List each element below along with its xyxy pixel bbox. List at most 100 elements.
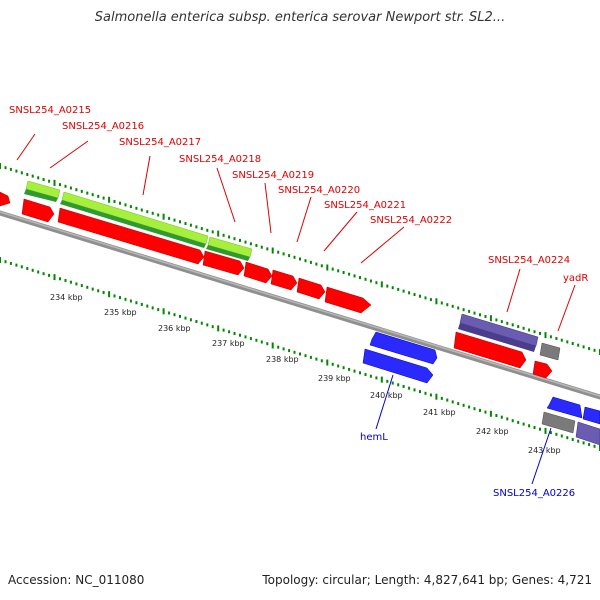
rna-arrow-right[interactable] [546, 396, 600, 425]
tick-mark [555, 337, 558, 340]
tick-mark [577, 343, 580, 347]
tick-mark [266, 342, 269, 346]
tick-mark [288, 254, 291, 258]
tick-mark [9, 261, 12, 265]
label-sn254-a0222[interactable]: SNSL254_A0222 [370, 215, 452, 226]
tick-mark [517, 420, 520, 424]
tick-mark [528, 424, 531, 428]
tick-mark [124, 203, 127, 207]
tick-mark [146, 304, 149, 308]
cds-arrow-6[interactable] [296, 277, 326, 300]
tick-mark [64, 279, 67, 282]
tick-label-239: 239 kbp [318, 374, 351, 383]
label-heml[interactable]: hemL [360, 432, 388, 443]
tick-mark [326, 264, 329, 271]
label-sn254-a0215[interactable]: SNSL254_A0215 [9, 105, 91, 116]
tick-mark [593, 444, 596, 448]
cds-arrow-1[interactable] [21, 198, 55, 223]
tick-mark [249, 337, 252, 341]
gene-yadr[interactable] [539, 342, 561, 361]
tick-mark [489, 410, 492, 417]
tick-label-241: 241 kbp [423, 408, 456, 417]
tick-mark [277, 250, 280, 254]
tick-mark [555, 432, 558, 436]
tick-mark [189, 223, 192, 227]
tick-mark [582, 345, 585, 349]
label-sn254-a0219[interactable]: SNSL254_A0219 [232, 170, 314, 181]
gene-sn254-a0217[interactable] [60, 191, 209, 248]
tick-mark [528, 328, 531, 332]
label-sn254-a0216[interactable]: SNSL254_A0216 [62, 121, 144, 132]
label-sn254-a0224[interactable]: SNSL254_A0224 [488, 255, 570, 266]
tick-mark [80, 284, 83, 288]
tick-mark [233, 332, 236, 335]
tick-mark [566, 340, 569, 344]
gene-sn254-a0218[interactable] [206, 236, 253, 261]
tick-mark [397, 383, 400, 387]
gene-sn254-a0224[interactable] [458, 313, 539, 352]
tick-mark [293, 350, 296, 354]
tick-mark [473, 407, 476, 411]
label-yadr[interactable]: yadR [563, 273, 588, 284]
cds-arrow-9[interactable] [532, 360, 553, 379]
tick-mark [277, 345, 280, 349]
tick-mark [228, 330, 231, 334]
tick-mark [582, 441, 585, 445]
tick-label-237: 237 kbp [212, 339, 245, 348]
label-sn254-a0217[interactable]: SNSL254_A0217 [119, 137, 201, 148]
tick-mark [211, 230, 214, 234]
label-connectors [16, 133, 576, 332]
tick-mark [222, 328, 225, 332]
cds-arrow-3[interactable] [202, 250, 245, 276]
tick-mark [102, 196, 105, 200]
gene-sn254-a0226[interactable] [541, 411, 576, 434]
topology-text: Topology: circular; Length: 4,827,641 bp… [262, 573, 592, 587]
tick-mark [500, 415, 503, 419]
tick-mark [15, 169, 18, 173]
tick-mark [59, 277, 61, 281]
tick-mark [200, 321, 203, 325]
gene-purple-edge[interactable] [575, 421, 600, 446]
label-sn254-a0218[interactable]: SNSL254_A0218 [179, 154, 261, 165]
label-sn254-a0221[interactable]: SNSL254_A0221 [324, 200, 406, 211]
tick-mark [140, 208, 143, 212]
tick-mark [549, 431, 552, 435]
tick-mark [413, 293, 416, 296]
tick-mark [457, 306, 460, 310]
tick-mark [342, 271, 345, 274]
tick-mark [69, 186, 72, 190]
tick-mark [206, 323, 209, 327]
tick-mark [402, 289, 405, 293]
tick-mark [451, 304, 454, 308]
tick-mark [217, 325, 220, 332]
scale-labels: 234 kbp 235 kbp 236 kbp 237 kbp 238 kbp … [50, 293, 561, 455]
tick-mark [217, 230, 220, 237]
cds-arrow-2[interactable] [57, 207, 205, 265]
tick-mark [26, 173, 29, 176]
tick-mark [0, 163, 1, 169]
tick-label-235: 235 kbp [104, 308, 137, 317]
tick-mark [129, 299, 132, 303]
gene-sn254-a0216[interactable] [24, 180, 61, 202]
gene-heml[interactable] [362, 348, 434, 384]
tick-mark [288, 349, 291, 353]
label-sn254-a0220[interactable]: SNSL254_A0220 [278, 185, 360, 196]
cds-arrow-5[interactable] [270, 269, 298, 291]
tick-mark [146, 210, 149, 214]
tick-mark [179, 314, 181, 318]
tick-mark [326, 359, 329, 366]
cds-arrow-4[interactable] [243, 261, 273, 284]
tick-mark [31, 174, 34, 178]
cds-arrow-7[interactable] [324, 286, 372, 314]
tick-mark [75, 282, 78, 286]
cds-arrow-0[interactable] [0, 191, 11, 207]
cds-arrow-8[interactable] [453, 331, 527, 369]
tick-mark [408, 291, 411, 295]
tick-mark [571, 342, 574, 345]
tick-mark [315, 357, 318, 361]
rna-arrow-upper[interactable] [369, 331, 438, 365]
label-sn254-a0226[interactable]: SNSL254_A0226 [493, 488, 575, 499]
tick-mark [375, 376, 378, 380]
map-title: Salmonella enterica subsp. enterica sero… [94, 10, 506, 25]
